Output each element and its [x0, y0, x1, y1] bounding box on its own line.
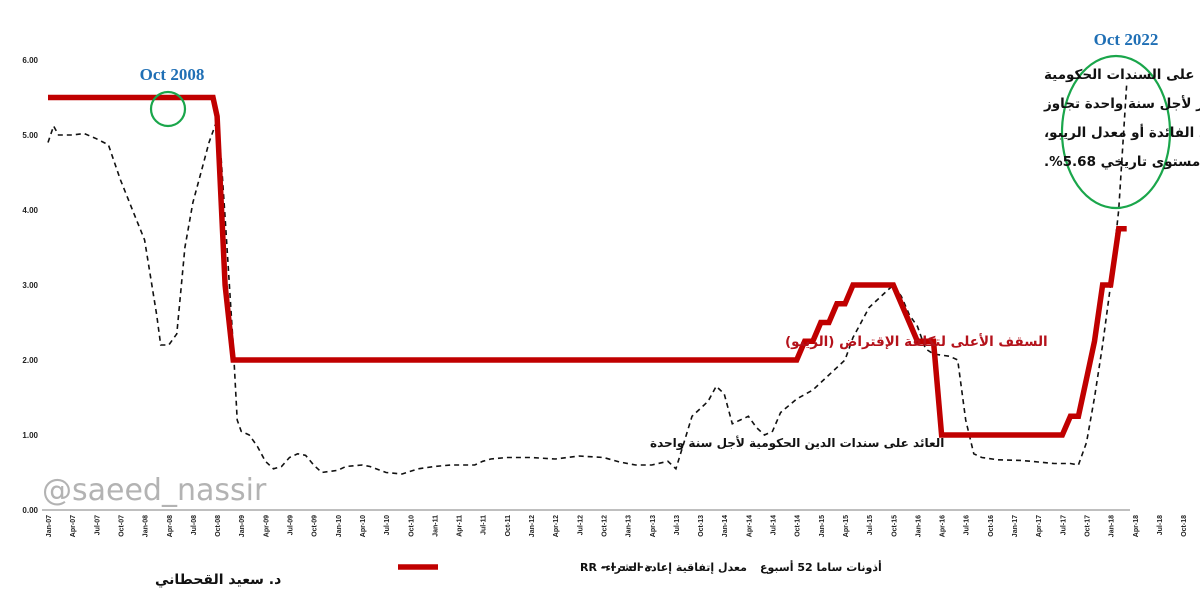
- x-tick-label: Oct-18: [1181, 515, 1188, 537]
- oct-2008-highlight-circle: [149, 90, 187, 128]
- x-tick-label: Oct-10: [408, 515, 415, 537]
- watermark: @saeed_nassir: [42, 473, 267, 508]
- y-tick-label: 0.00: [22, 506, 38, 515]
- callout-oct-2022: Oct 2022: [1094, 30, 1159, 49]
- repo-ceiling-label: السقف الأعلى لتكلفة الإقتراض (الريبو): [785, 333, 1048, 350]
- x-tick-label: Jul-18: [1157, 515, 1164, 535]
- x-tick-label: Apr-07: [70, 515, 77, 537]
- x-tick-label: Apr-08: [167, 515, 174, 537]
- x-tick-label: Oct-14: [795, 515, 802, 537]
- x-tick-label: Jan-17: [1012, 515, 1019, 537]
- x-tick-label: Apr-09: [263, 515, 270, 537]
- x-tick-label: Jul-09: [288, 515, 295, 535]
- x-tick-label: Jan-15: [819, 515, 826, 537]
- x-tick-label: Jan-09: [239, 515, 246, 537]
- x-tick-label: Jul-17: [1060, 515, 1067, 535]
- x-tick-label: Apr-18: [1133, 515, 1140, 537]
- annotation-line-3: السقف الأعلى لمعدل الفائدة أو معدل الريب…: [1044, 124, 1200, 141]
- x-tick-label: Jan-13: [626, 515, 633, 537]
- y-tick-label: 1.00: [22, 431, 38, 440]
- callout-oct-2008: Oct 2008: [140, 65, 205, 84]
- y-tick-label: 4.00: [22, 206, 38, 215]
- x-tick-label: Oct-12: [601, 515, 608, 537]
- legend-bills-label: أذونات ساما 52 أسبوع: [760, 560, 882, 574]
- legend: معدل إتفاقية إعادة الشراء- RR أذونات سام…: [398, 560, 882, 574]
- annotation-line-2: منخفضة المخاطر لأجل سنة واحدة تجاوز: [1043, 95, 1200, 112]
- x-tick-label: Apr-16: [940, 515, 947, 537]
- x-tick-label: Jul-11: [481, 515, 488, 535]
- author-signature: د. سعيد القحطاني: [155, 572, 281, 588]
- y-tick-label: 5.00: [22, 131, 38, 140]
- x-tick-label: Jan-11: [432, 515, 439, 537]
- x-tick-label: Jul-16: [964, 515, 971, 535]
- x-tick-label: Oct-13: [698, 515, 705, 537]
- x-tick-label: Jan-10: [336, 515, 343, 537]
- annotation-line-4: وهو الآن عند مستوى تاريخي 5.68%.: [1044, 154, 1200, 170]
- x-tick-label: Oct-07: [118, 515, 125, 537]
- x-tick-label: Jan-18: [1109, 515, 1116, 537]
- x-tick-label: Jan-14: [722, 515, 729, 537]
- x-tick-label: Apr-14: [746, 515, 753, 537]
- x-tick-label: Oct-16: [988, 515, 995, 537]
- x-tick-label: Oct-15: [891, 515, 898, 537]
- x-tick-label: Jul-14: [771, 515, 778, 535]
- x-tick-label: Jul-08: [191, 515, 198, 535]
- x-tick-label: Jul-10: [384, 515, 391, 535]
- legend-repo-label: معدل إتفاقية إعادة الشراء- RR: [580, 561, 747, 574]
- x-tick-label: Jul-12: [577, 515, 584, 535]
- top-right-annotation: العائد السنوي على السندات الحكومية منخفض…: [1043, 67, 1200, 170]
- x-tick-label: Apr-15: [843, 515, 850, 537]
- x-tick-label: Jul-15: [867, 515, 874, 535]
- bills-52-week-line: [47, 83, 1128, 475]
- x-tick-label: Jan-12: [529, 515, 536, 537]
- oct-2022-highlight-circle: [1060, 54, 1172, 210]
- x-tick-label: Jan-16: [915, 515, 922, 537]
- x-axis: Jan-07 Apr-07 Jul-07 Oct-07 Jan-08 Apr-08 Jul-…: [46, 515, 1188, 537]
- x-tick-label: Apr-11: [457, 515, 464, 537]
- annotation-line-1: العائد السنوي على السندات الحكومية: [1044, 67, 1200, 83]
- x-tick-label: Apr-13: [650, 515, 657, 537]
- y-tick-label: 6.00: [22, 56, 38, 65]
- x-tick-label: Jan-07: [46, 515, 53, 537]
- x-tick-label: Oct-09: [312, 515, 319, 537]
- x-tick-label: Jul-07: [94, 515, 101, 535]
- x-tick-label: Apr-12: [553, 515, 560, 537]
- x-tick-label: Jan-08: [143, 515, 150, 537]
- repo-rate-line: [48, 94, 1127, 438]
- series-layer: [47, 83, 1128, 475]
- x-tick-label: Apr-10: [360, 515, 367, 537]
- bond-yield-label: العائد على سندات الدين الحكومية لأجل سنة…: [650, 435, 944, 451]
- x-tick-label: Jul-13: [674, 515, 681, 535]
- x-tick-label: Oct-11: [505, 515, 512, 537]
- x-tick-label: Oct-08: [215, 515, 222, 537]
- x-tick-label: Oct-17: [1084, 515, 1091, 537]
- x-tick-label: Apr-17: [1036, 515, 1043, 537]
- y-axis: 0.00 1.00 2.00 3.00 4.00 5.00 6.00: [22, 56, 38, 515]
- y-tick-label: 3.00: [22, 281, 38, 290]
- y-tick-label: 2.00: [22, 356, 38, 365]
